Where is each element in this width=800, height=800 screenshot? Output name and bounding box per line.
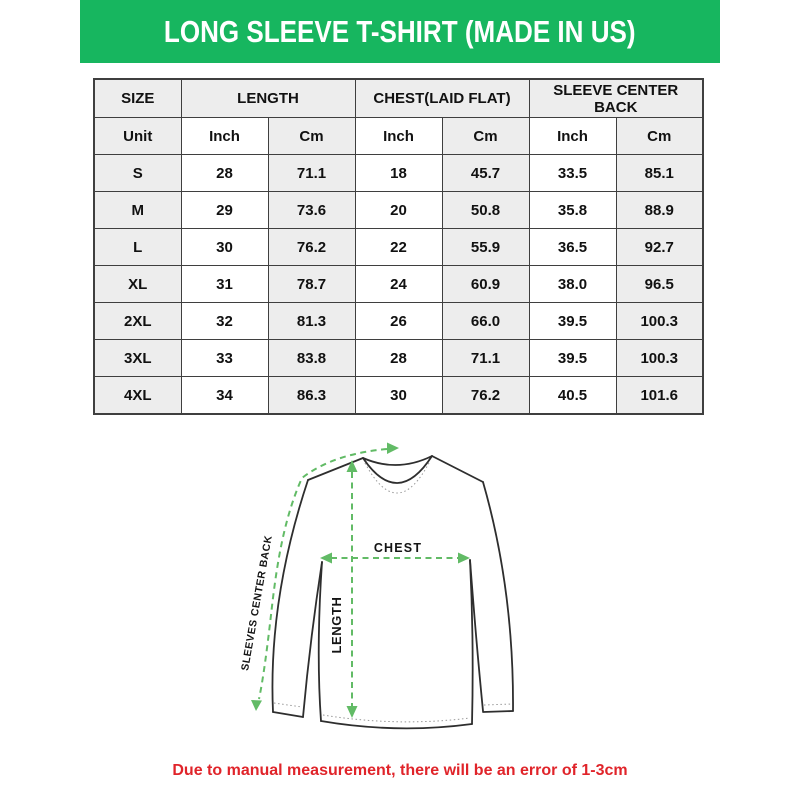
value-cell: 26 <box>354 302 443 340</box>
value-cell: 22 <box>354 228 443 266</box>
arrow-right-icon <box>458 552 470 564</box>
value-cell: 28 <box>180 154 269 192</box>
arrow-up-icon <box>346 460 358 472</box>
unit-cell: Cm <box>441 117 530 155</box>
unit-row: Unit Inch Cm Inch Cm Inch Cm <box>93 117 704 155</box>
value-cell: 24 <box>354 265 443 303</box>
value-cell: 39.5 <box>528 302 617 340</box>
value-cell: 36.5 <box>528 228 617 266</box>
value-cell: 71.1 <box>441 339 530 377</box>
value-cell: 101.6 <box>615 376 704 415</box>
unit-cell: Unit <box>93 117 182 155</box>
value-cell: 92.7 <box>615 228 704 266</box>
measurement-note: Due to manual measurement, there will be… <box>172 762 628 779</box>
size-cell: 2XL <box>93 302 182 340</box>
value-cell: 18 <box>354 154 443 192</box>
arrow-left-icon <box>320 552 332 564</box>
size-row: 2XL 32 81.3 26 66.0 39.5 100.3 <box>93 302 704 340</box>
value-cell: 73.6 <box>267 191 356 229</box>
shirt-outline <box>271 455 514 730</box>
group-header-cell: SIZE <box>93 78 182 118</box>
size-row: 3XL 33 83.8 28 71.1 39.5 100.3 <box>93 339 704 377</box>
value-cell: 55.9 <box>441 228 530 266</box>
page-title: LONG SLEEVE T-SHIRT (MADE IN US) <box>164 13 636 49</box>
size-cell: XL <box>93 265 182 303</box>
unit-cell: Cm <box>267 117 356 155</box>
value-cell: 33.5 <box>528 154 617 192</box>
value-cell: 29 <box>180 191 269 229</box>
value-cell: 100.3 <box>615 339 704 377</box>
group-header-cell: LENGTH <box>180 78 356 118</box>
value-cell: 76.2 <box>441 376 530 415</box>
chest-arrow: CHEST <box>320 541 470 564</box>
arrow-down-icon <box>251 700 262 711</box>
unit-cell: Inch <box>180 117 269 155</box>
value-cell: 100.3 <box>615 302 704 340</box>
banner: LONG SLEEVE T-SHIRT (MADE IN US) <box>80 0 720 63</box>
value-cell: 20 <box>354 191 443 229</box>
sleeve-center-back-label: SLEEVES CENTER BACK <box>239 534 275 671</box>
value-cell: 96.5 <box>615 265 704 303</box>
unit-cell: Inch <box>354 117 443 155</box>
size-cell: L <box>93 228 182 266</box>
value-cell: 50.8 <box>441 191 530 229</box>
value-cell: 34 <box>180 376 269 415</box>
value-cell: 78.7 <box>267 265 356 303</box>
unit-cell: Cm <box>615 117 704 155</box>
value-cell: 76.2 <box>267 228 356 266</box>
value-cell: 30 <box>180 228 269 266</box>
chest-label: CHEST <box>374 541 422 555</box>
value-cell: 71.1 <box>267 154 356 192</box>
value-cell: 28 <box>354 339 443 377</box>
value-cell: 33 <box>180 339 269 377</box>
value-cell: 60.9 <box>441 265 530 303</box>
value-cell: 83.8 <box>267 339 356 377</box>
size-row: S 28 71.1 18 45.7 33.5 85.1 <box>93 154 704 192</box>
value-cell: 86.3 <box>267 376 356 415</box>
arrow-right-icon <box>387 442 399 454</box>
size-cell: M <box>93 191 182 229</box>
size-cell: 3XL <box>93 339 182 377</box>
length-label: LENGTH <box>329 596 344 653</box>
size-row: M 29 73.6 20 50.8 35.8 88.9 <box>93 191 704 229</box>
shirt-measurement-diagram: CHEST LENGTH SLEEVES CENTER BACK <box>239 442 514 730</box>
value-cell: 30 <box>354 376 443 415</box>
value-cell: 81.3 <box>267 302 356 340</box>
value-cell: 85.1 <box>615 154 704 192</box>
group-header-cell: CHEST(LAID FLAT) <box>354 78 530 118</box>
value-cell: 39.5 <box>528 339 617 377</box>
group-header-cell: SLEEVE CENTER BACK <box>528 78 704 118</box>
value-cell: 88.9 <box>615 191 704 229</box>
value-cell: 31 <box>180 265 269 303</box>
value-cell: 40.5 <box>528 376 617 415</box>
length-arrow: LENGTH <box>329 460 358 718</box>
arrow-down-icon <box>346 706 358 718</box>
size-chart-table: SIZE LENGTH CHEST(LAID FLAT) SLEEVE CENTER … <box>93 78 704 415</box>
size-row: 4XL 34 86.3 30 76.2 40.5 101.6 <box>93 376 704 415</box>
value-cell: 66.0 <box>441 302 530 340</box>
size-cell: S <box>93 154 182 192</box>
size-cell: 4XL <box>93 376 182 415</box>
size-row: XL 31 78.7 24 60.9 38.0 96.5 <box>93 265 704 303</box>
unit-cell: Inch <box>528 117 617 155</box>
size-row: L 30 76.2 22 55.9 36.5 92.7 <box>93 228 704 266</box>
value-cell: 45.7 <box>441 154 530 192</box>
value-cell: 32 <box>180 302 269 340</box>
value-cell: 38.0 <box>528 265 617 303</box>
group-header-row: SIZE LENGTH CHEST(LAID FLAT) SLEEVE CENTER … <box>93 78 704 118</box>
value-cell: 35.8 <box>528 191 617 229</box>
